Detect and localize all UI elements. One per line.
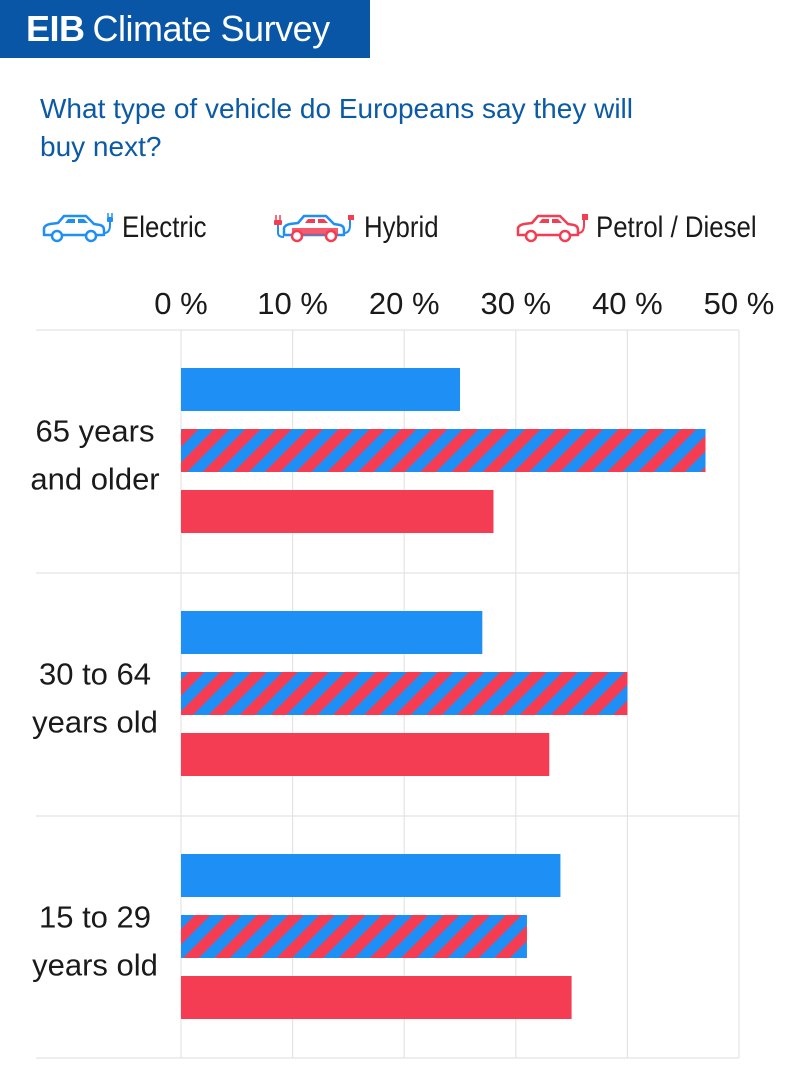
brand-survey-name: Climate Survey [92,8,331,49]
legend: Electric Hybrid Petrol / Diesel [0,205,800,251]
x-tick-label: 50 % [704,286,775,321]
x-tick-label: 10 % [257,286,328,321]
legend-item-hybrid: Hybrid [272,205,451,251]
chart-subtitle: What type of vehicle do Europeans say th… [40,93,633,162]
category-label: and older [30,462,159,497]
bar-hybrid-2 [181,915,527,958]
hybrid-car-icon [274,214,354,243]
x-tick-label: 0 % [154,286,207,321]
category-label: 30 to 64 [39,657,151,692]
bar-electric-0 [181,368,460,411]
x-tick-label: 20 % [369,286,440,321]
category-label: years old [32,705,158,740]
electric-car-icon [42,213,113,243]
bar-petrol-diesel-1 [181,733,550,776]
vehicle-chart: 0 % 10 % 20 % 30 % 40 % 50 % 65 years and olde… [30,286,775,1059]
bar-electric-1 [181,611,483,654]
category-label: years old [32,948,158,983]
legend-label-petrol-diesel: Petrol / Diesel [596,211,757,244]
bar-petrol-diesel-2 [181,976,572,1019]
legend-item-petrol-diesel: Petrol / Diesel [514,205,783,251]
legend-label-hybrid: Hybrid [364,211,439,244]
category-label: 65 years [36,414,155,449]
bar-electric-2 [181,854,561,897]
legend-label-electric: Electric [122,211,207,244]
bar-hybrid-0 [181,429,706,472]
category-label: 15 to 29 [39,900,151,935]
petrol-car-icon [516,214,588,243]
x-tick-label: 40 % [592,286,663,321]
bar-petrol-diesel-0 [181,490,494,533]
x-tick-label: 30 % [480,286,551,321]
brand-name: EIB [26,8,85,49]
legend-item-electric: Electric [40,205,220,251]
brand-header: EIB Climate Survey [0,0,370,58]
bar-hybrid-1 [181,672,628,715]
